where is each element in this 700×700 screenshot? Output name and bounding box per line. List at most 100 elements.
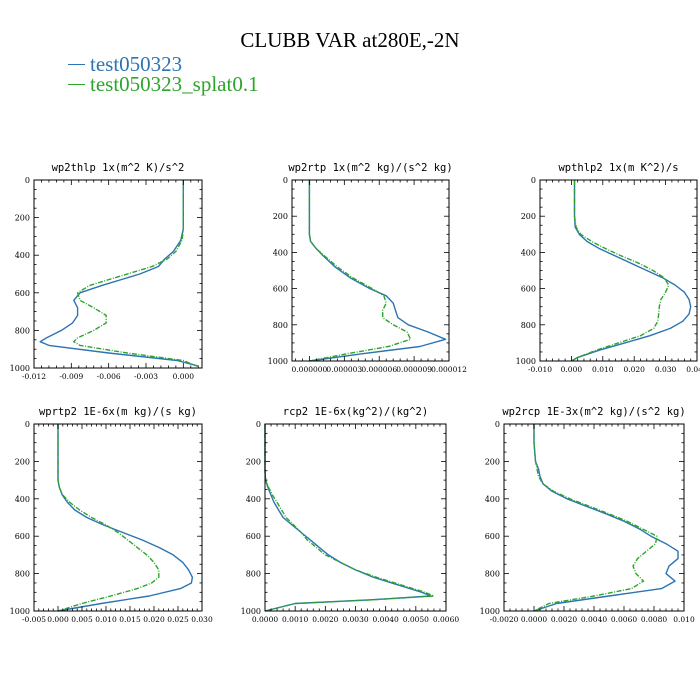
plot-frame — [291, 179, 450, 362]
y-tick-label: 800 — [273, 321, 288, 330]
y-tick-label: 1000 — [10, 364, 30, 373]
y-tick-label: 600 — [521, 285, 536, 294]
x-tick-label: 0.0000 — [252, 615, 278, 624]
plot-frame — [33, 179, 203, 369]
y-tick-label: 400 — [246, 495, 261, 504]
y-tick-label: 600 — [15, 532, 30, 541]
x-tick-label: 0.015 — [119, 615, 141, 624]
series-line-splat — [533, 424, 658, 612]
subplot-4: wprtp2 1E-6x(m kg)/(s kg) 0 200 400 600 800 10… — [10, 406, 213, 624]
y-tick-label: 800 — [246, 570, 261, 579]
y-tick-label: 200 — [485, 457, 500, 466]
y-tick-label: 0 — [25, 176, 30, 185]
x-tick-label: 0.020 — [623, 365, 645, 374]
plot-frame — [503, 423, 685, 612]
y-tick-label: 0 — [25, 420, 30, 429]
series-line-splat — [308, 180, 412, 362]
x-tick-label: 0.0010 — [282, 615, 308, 624]
x-tick-label: 0.0060 — [433, 615, 459, 624]
x-tick-label: 0.030 — [655, 365, 677, 374]
x-tick-label: 0.000 — [173, 372, 195, 381]
y-tick-label: 800 — [485, 570, 500, 579]
series-line-test050323 — [57, 424, 194, 612]
y-tick-label: 800 — [521, 321, 536, 330]
x-tick-label: 0.0000 — [521, 615, 547, 624]
x-tick-label: 0.005 — [71, 615, 93, 624]
figure-title: CLUBB VAR at280E,-2N — [240, 28, 460, 52]
series-line-test050323 — [39, 180, 199, 367]
x-tick-label: 0.000009 — [396, 365, 432, 374]
y-tick-label: 200 — [246, 457, 261, 466]
x-tick-label: -0.003 — [134, 372, 158, 381]
legend-entry-test050323: test050323 — [68, 53, 182, 75]
subplot-title: rcp2 1E-6x(kg^2)/(kg^2) — [283, 406, 428, 418]
x-tick-label: 0.0040 — [581, 615, 607, 624]
subplot-title: wp2rtp 1x(m^2 kg)/(s^2 kg) — [288, 162, 452, 174]
x-tick-label: 0.000 — [47, 615, 69, 624]
x-tick-label: 0.0020 — [551, 615, 577, 624]
series-line-test050323 — [264, 424, 432, 612]
x-tick-label: 0.010 — [673, 615, 695, 624]
subplot-2: wp2rtp 1x(m^2 kg)/(s^2 kg)0 200 400 600 800 1… — [268, 162, 467, 374]
subplot-title: wpthlp2 1x(m K^2)/s — [558, 162, 678, 174]
plot-frame — [264, 423, 447, 612]
y-tick-label: 0 — [283, 176, 288, 185]
x-tick-label: 0.000003 — [326, 365, 362, 374]
legend-label: test050323 — [90, 52, 183, 76]
y-tick-label: 400 — [521, 248, 536, 257]
y-tick-label: 1000 — [480, 607, 500, 616]
plot-frame — [539, 179, 698, 362]
plot-frame — [33, 423, 203, 612]
subplot-3: wpthlp2 1x(m K^2)/s 0 200 400 600 800 1000-0.0… — [516, 162, 700, 374]
x-tick-label: 0.0060 — [611, 615, 637, 624]
y-tick-label: 600 — [15, 289, 30, 298]
series-line-splat — [73, 180, 198, 367]
y-tick-label: 1000 — [268, 357, 288, 366]
legend-line-blue — [68, 63, 85, 65]
x-tick-label: 0.025 — [167, 615, 189, 624]
x-tick-label: 0.000012 — [431, 365, 467, 374]
x-tick-label: 0.010 — [95, 615, 117, 624]
x-tick-label: -0.006 — [97, 372, 121, 381]
subplot-1: wp2thlp 1x(m^2 K)/s^202004006008001000-0… — [10, 162, 203, 381]
y-tick-label: 200 — [521, 212, 536, 221]
x-tick-label: 0.030 — [191, 615, 213, 624]
legend-entry-splat: test050323_splat0.1 — [68, 73, 259, 95]
y-tick-label: 0 — [495, 420, 500, 429]
x-tick-label: -0.005 — [22, 615, 46, 624]
x-tick-label: 0.000000 — [292, 365, 328, 374]
subplot-title: wp2thlp 1x(m^2 K)/s^2 — [52, 162, 185, 174]
y-tick-label: 0 — [256, 420, 261, 429]
x-tick-label: -0.012 — [22, 372, 46, 381]
y-tick-label: 600 — [273, 285, 288, 294]
series-line-splat — [264, 424, 435, 612]
x-tick-label: 0.0050 — [403, 615, 429, 624]
y-tick-label: 800 — [15, 326, 30, 335]
x-tick-label: -0.0020 — [490, 615, 519, 624]
y-tick-label: 0 — [531, 176, 536, 185]
series-line-splat — [571, 180, 670, 362]
series-line-test050323 — [308, 180, 447, 362]
y-tick-label: 600 — [485, 532, 500, 541]
legend-line-green — [68, 83, 85, 85]
y-tick-label: 200 — [15, 214, 30, 223]
series-line-splat — [57, 424, 160, 612]
y-tick-label: 600 — [246, 532, 261, 541]
y-tick-label: 200 — [15, 457, 30, 466]
y-tick-label: 400 — [485, 495, 500, 504]
y-tick-label: 1000 — [516, 357, 536, 366]
subplot-5: rcp2 1E-6x(kg^2)/(kg^2) 0 200 400 600 800 1000… — [241, 406, 460, 624]
x-tick-label: 0.000 — [561, 365, 583, 374]
series-line-test050323 — [571, 180, 692, 362]
x-tick-label: 0.0040 — [373, 615, 399, 624]
subplot-6: wp2rcp 1E-3x(m^2 kg)/(s^2 kg)0 200 400 600 8… — [480, 406, 695, 624]
subplot-title: wprtp2 1E-6x(m kg)/(s kg) — [39, 406, 197, 418]
x-tick-label: 0.0030 — [342, 615, 368, 624]
y-tick-label: 800 — [15, 570, 30, 579]
x-tick-label: 0.0080 — [641, 615, 667, 624]
x-tick-label: 0.0020 — [312, 615, 338, 624]
x-tick-label: 0.040 — [686, 365, 700, 374]
subplot-title: wp2rcp 1E-3x(m^2 kg)/(s^2 kg) — [502, 406, 685, 418]
